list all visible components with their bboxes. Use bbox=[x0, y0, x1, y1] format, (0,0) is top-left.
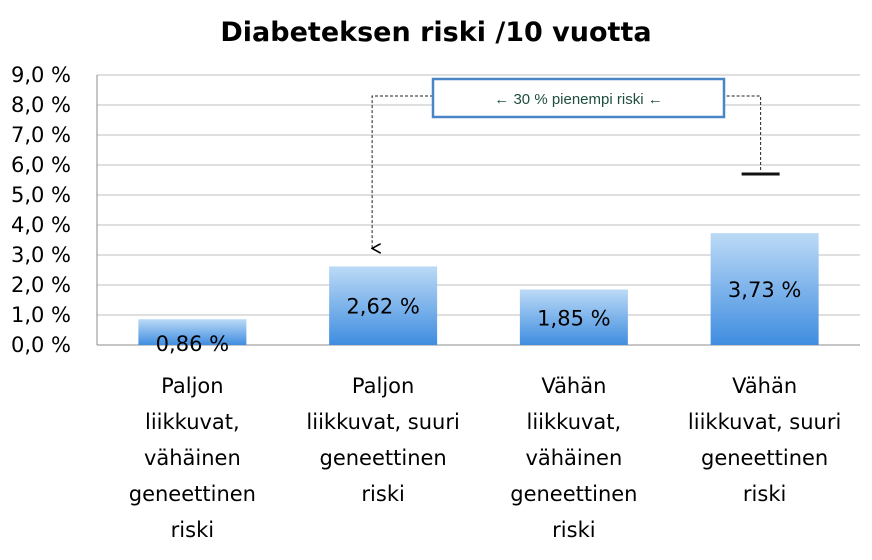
y-tick-label: 5,0 % bbox=[11, 183, 71, 207]
x-category-label: vähäinen bbox=[144, 446, 241, 470]
x-category-label: geneettinen bbox=[510, 482, 637, 506]
x-category-label: liikkuvat, bbox=[145, 410, 240, 434]
annotation-arrow bbox=[372, 95, 433, 248]
bar bbox=[329, 266, 438, 345]
x-category-label: liikkuvat, suuri bbox=[306, 410, 459, 434]
x-category-label: geneettinen bbox=[320, 446, 447, 470]
annotation-connector-right bbox=[724, 95, 762, 170]
annotation-box bbox=[431, 77, 726, 119]
y-tick-label: 6,0 % bbox=[11, 153, 71, 177]
y-axis-ticks: 0,0 % 1,0 % 2,0 % 3,0 % 4,0 % 5,0 % 6,0 % 7,0 %… bbox=[11, 63, 71, 357]
data-label: 2,62 % bbox=[346, 295, 419, 319]
x-category-label: riski bbox=[171, 518, 214, 542]
bar bbox=[710, 233, 819, 345]
y-tick-label: 8,0 % bbox=[11, 93, 71, 117]
x-category-label: geneettinen bbox=[701, 446, 828, 470]
x-category-label: Vähän bbox=[541, 374, 606, 398]
annotation-text: ← 30 % pienempi riski ← bbox=[494, 91, 662, 108]
x-category-label: riski bbox=[552, 518, 595, 542]
data-labels: 0,86 % 2,62 % 1,85 % 3,73 % bbox=[156, 278, 802, 356]
y-tick-label: 2,0 % bbox=[11, 273, 71, 297]
x-category-label: riski bbox=[361, 482, 404, 506]
x-category-label: Vähän bbox=[732, 374, 797, 398]
y-tick-label: 7,0 % bbox=[11, 123, 71, 147]
x-category-label: liikkuvat, suuri bbox=[688, 410, 841, 434]
chart-title: Diabeteksen riski /10 vuotta bbox=[220, 17, 651, 48]
bar bbox=[138, 319, 247, 345]
data-label: 3,73 % bbox=[728, 278, 801, 302]
x-category-label: vähäinen bbox=[525, 446, 622, 470]
data-label: 1,85 % bbox=[537, 306, 610, 330]
x-category-label: geneettinen bbox=[129, 482, 256, 506]
x-axis-categories: Paljon liikkuvat, vähäinen geneettinen riski… bbox=[129, 374, 842, 542]
bar bbox=[519, 289, 628, 345]
x-category-label: liikkuvat, bbox=[527, 410, 622, 434]
y-tick-label: 1,0 % bbox=[11, 303, 71, 327]
y-tick-label: 9,0 % bbox=[11, 63, 71, 87]
x-category-label: Paljon bbox=[352, 374, 414, 398]
bars bbox=[138, 233, 819, 345]
y-tick-label: 4,0 % bbox=[11, 213, 71, 237]
annotation: ← 30 % pienempi riski ← bbox=[372, 77, 780, 248]
x-category-label: Paljon bbox=[161, 374, 223, 398]
y-tick-label: 0,0 % bbox=[11, 333, 71, 357]
x-category-label: riski bbox=[743, 482, 786, 506]
y-tick-label: 3,0 % bbox=[11, 243, 71, 267]
data-label: 0,86 % bbox=[156, 332, 229, 356]
